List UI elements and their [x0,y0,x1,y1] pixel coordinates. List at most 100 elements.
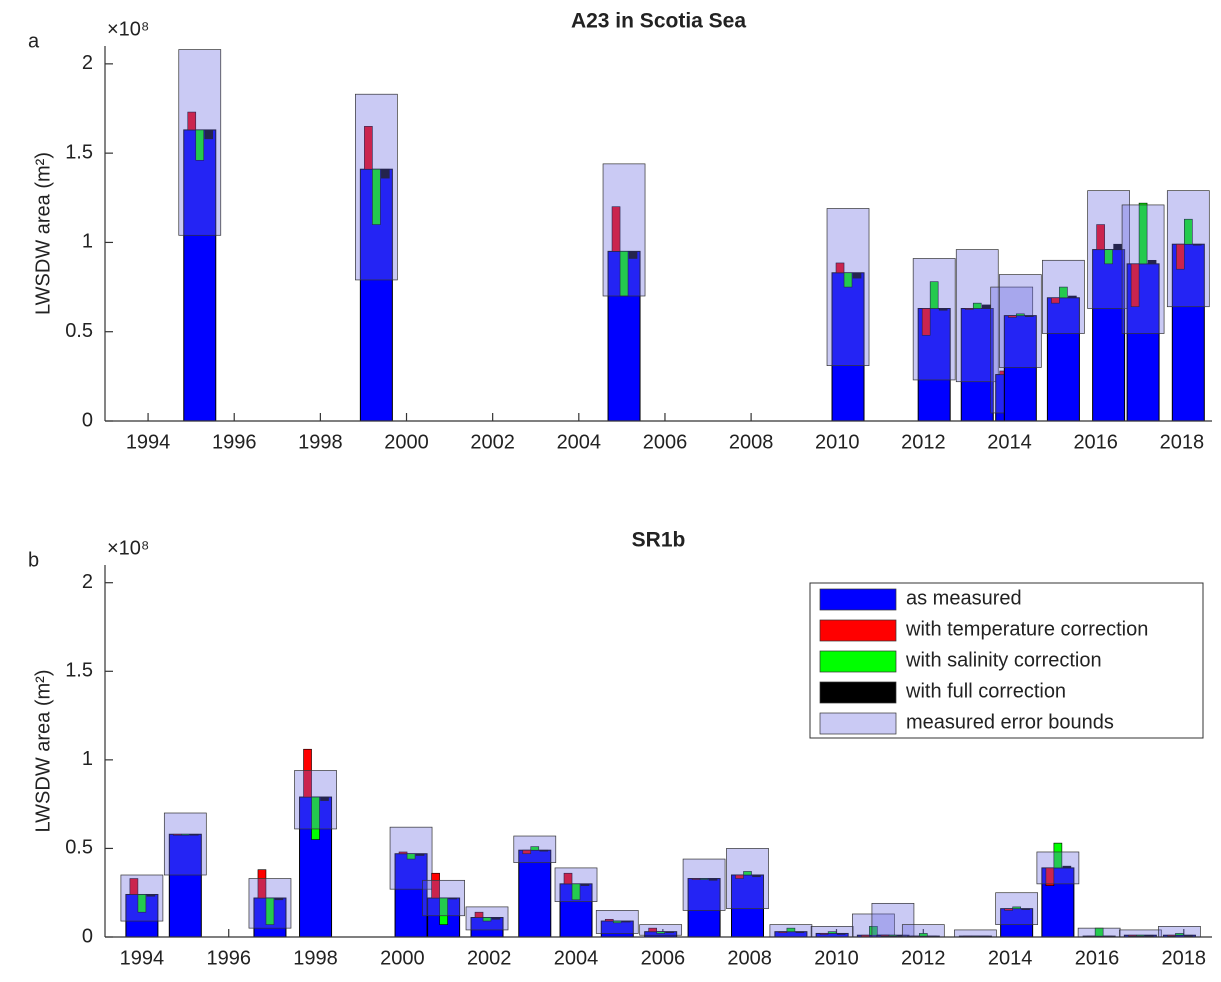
correction-bar [612,920,622,924]
error-bounds [1077,927,1121,938]
x-tick-label: 2014 [987,431,1032,453]
correction-bar [1045,867,1055,886]
x-tick-label: 1996 [206,947,251,969]
correction-bar [311,796,320,840]
correction-bar [415,853,425,856]
x-tick-label: 2018 [1160,431,1205,453]
legend-swatch [819,588,897,611]
x-tick-label: 2018 [1162,947,1207,969]
error-bounds [178,49,222,236]
correction-bar [1113,243,1122,250]
correction-bar [1016,313,1025,316]
x-tick-label: 1998 [293,947,338,969]
legend-swatch [819,650,897,673]
correction-bar [1175,933,1184,936]
correction-bar [539,849,549,852]
correction-bar [1068,295,1077,299]
error-bounds [726,848,769,910]
axis-exponent: ×10⁸ [107,18,149,40]
correction-bar [1184,218,1193,245]
error-bounds [1087,190,1130,309]
error-bounds [595,910,639,934]
correction-bar [1059,286,1068,299]
correction-bar [195,129,205,161]
correction-bar [1136,934,1145,937]
x-tick-label: 2004 [557,431,602,453]
correction-bar [621,920,631,923]
error-bounds [998,274,1042,368]
correction-bar [921,308,931,336]
legend-label: with full correction [905,680,1066,702]
correction-bar [204,129,214,140]
correction-bar [628,251,638,259]
correction-bar [852,272,862,279]
correction-bar [1138,202,1148,265]
correction-bar [743,871,752,876]
x-tick-label: 1994 [126,431,171,453]
correction-bar [1012,906,1021,909]
correction-bar [981,304,991,309]
correction-bar [1021,908,1030,910]
correction-bar [274,897,284,901]
x-tick-label: 2006 [641,947,686,969]
correction-bar [563,872,573,885]
correction-bar [257,869,267,899]
error-bounds [465,906,509,931]
correction-bar [1051,297,1060,304]
correction-bar [448,897,457,900]
measured-bar [1092,249,1126,422]
correction-bar [699,878,709,880]
error-bounds [1119,929,1162,938]
error-bounds [954,929,997,938]
y-tick-label: 1 [82,231,93,253]
x-tick-label: 2014 [988,947,1033,969]
error-bounds [639,924,683,936]
panel-label: b [28,549,39,571]
correction-bar [372,168,381,225]
measured-bar [960,308,994,422]
error-bounds [1158,926,1201,938]
x-tick-label: 2016 [1075,947,1120,969]
correction-bar [580,883,590,886]
error-bounds [955,249,999,383]
correction-bar [482,917,492,922]
error-bounds [513,835,557,863]
error-bounds [995,892,1038,925]
correction-bar [439,897,448,925]
error-bounds [1036,851,1080,885]
correction-bar [406,853,416,860]
correction-bar [972,302,982,309]
x-tick-label: 2002 [467,947,512,969]
x-tick-label: 2008 [729,431,774,453]
error-bounds [355,93,398,281]
correction-bar [1004,908,1013,911]
y-tick-label: 0.5 [65,320,93,342]
x-tick-label: 2016 [1073,431,1118,453]
y-tick-label: 1 [82,748,93,770]
correction-bar [786,927,796,932]
correction-bar [187,111,197,131]
correction-bar [431,872,440,899]
error-bounds [120,874,164,922]
legend-label: as measured [906,587,1022,609]
correction-bar [146,894,156,897]
error-bounds [769,924,813,938]
correction-bar [522,849,532,855]
correction-bar [1145,934,1154,937]
x-tick-label: 2008 [727,947,772,969]
x-tick-label: 2000 [380,947,425,969]
x-tick-label: 2006 [643,431,688,453]
measured-bar [1046,297,1080,422]
y-tick-label: 2 [82,571,93,593]
legend-label: with salinity correction [905,649,1102,671]
correction-bar [819,933,829,935]
y-tick-label: 1.5 [65,660,93,682]
y-axis-label: LWSDW area (m²) [32,152,54,315]
y-tick-label: 2 [82,52,93,74]
legend-swatch [819,619,897,642]
error-bounds [1121,204,1165,334]
legend-label: with temperature correction [905,618,1148,640]
correction-bar [708,878,718,881]
error-bounds [554,867,598,902]
